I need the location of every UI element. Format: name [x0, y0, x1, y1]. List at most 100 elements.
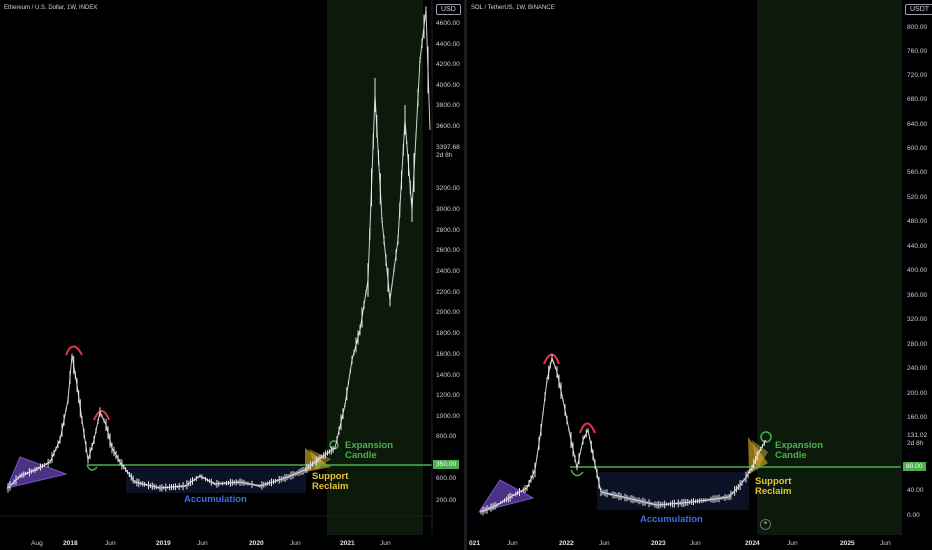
- y-tick-label: 1000.00: [436, 413, 460, 420]
- sol-expansion-text: Expansion: [775, 440, 824, 451]
- y-tick-label: 480.00: [907, 218, 928, 225]
- x-tick-label: Jun: [380, 540, 391, 547]
- sol-support-text: Support: [755, 476, 792, 487]
- sol-countdown: 2d 8h: [907, 440, 924, 447]
- y-tick-label: 520.00: [907, 194, 928, 201]
- y-tick-label: 640.00: [907, 121, 928, 128]
- y-tick-label: 1600.00: [436, 351, 460, 358]
- panel-divider[interactable]: [464, 0, 467, 550]
- eth-support-text: Support: [312, 471, 349, 482]
- x-tick-label: Jun: [105, 540, 116, 547]
- bottom-curl: [86, 464, 98, 471]
- sol-current-price-value: 131.02: [907, 432, 928, 439]
- x-tick-label: 2018: [63, 540, 78, 547]
- y-tick-label: 160.00: [907, 414, 928, 421]
- x-tick-label: 2025: [840, 540, 855, 547]
- top-arc-2: [579, 422, 596, 434]
- y-tick-label: 280.00: [907, 341, 928, 348]
- y-tick-label: 3800.00: [436, 102, 460, 109]
- y-tick-label: 1400.00: [436, 372, 460, 379]
- x-tick-label: 021: [469, 540, 481, 547]
- sol-chart-panel[interactable]: SOL / TetherUS, 1W, BINANCE USDT 800.00 7…: [467, 0, 932, 550]
- y-tick-label: 3200.00: [436, 185, 460, 192]
- eth-expansion-text: Expansion: [345, 440, 394, 451]
- y-tick-label: 760.00: [907, 48, 928, 55]
- y-tick-label: 1200.00: [436, 392, 460, 399]
- x-tick-label: Jun: [197, 540, 208, 547]
- y-tick-label: 3000.00: [436, 206, 460, 213]
- y-tick-label: 800.00: [907, 24, 928, 31]
- x-tick-label: Aug: [31, 540, 43, 547]
- y-tick-label: 2200.00: [436, 289, 460, 296]
- sol-current-price: 131.02 2d 8h: [907, 432, 927, 448]
- y-tick-label: 2400.00: [436, 268, 460, 275]
- sol-currency-tag[interactable]: USDT: [905, 4, 932, 15]
- y-tick-label: 560.00: [907, 169, 928, 176]
- sol-expansion-label: Expansion Candle: [775, 441, 823, 461]
- y-tick-label: 200.00: [436, 497, 457, 504]
- y-tick-label: 240.00: [907, 365, 928, 372]
- bottom-curl: [570, 469, 584, 477]
- x-tick-label: Jun: [880, 540, 891, 547]
- y-tick-label: 680.00: [907, 96, 928, 103]
- sol-candle-text: Candle: [775, 450, 807, 461]
- sol-support-label: Support Reclaim: [755, 477, 791, 497]
- x-tick-label: 2019: [156, 540, 171, 547]
- sol-accumulation-label: Accumulation: [640, 514, 703, 525]
- sol-chart-canvas[interactable]: [467, 0, 932, 550]
- x-tick-label: Jun: [599, 540, 610, 547]
- x-tick-label: 2022: [559, 540, 574, 547]
- eth-symbol-title[interactable]: Ethereum / U.S. Dollar, 1W, INDEX: [4, 5, 98, 11]
- y-tick-label: 720.00: [907, 72, 928, 79]
- eth-support-label: Support Reclaim: [312, 472, 348, 492]
- eth-reclaim-text: Reclaim: [312, 481, 349, 492]
- eth-accumulation-label: Accumulation: [184, 494, 247, 505]
- y-tick-label: 600.00: [907, 145, 928, 152]
- x-tick-label: Jun: [507, 540, 518, 547]
- x-tick-label: 2021: [340, 540, 355, 547]
- sol-reclaim-text: Reclaim: [755, 486, 792, 497]
- y-tick-label: 4200.00: [436, 61, 460, 68]
- y-tick-label: 360.00: [907, 292, 928, 299]
- y-tick-label: 320.00: [907, 316, 928, 323]
- top-arc-2: [93, 410, 110, 421]
- y-tick-label: 400.00: [907, 267, 928, 274]
- eth-expansion-label: Expansion Candle: [345, 441, 393, 461]
- tradingview-logo-icon[interactable]: ✦: [760, 519, 771, 530]
- y-tick-label: 4000.00: [436, 82, 460, 89]
- eth-current-price-value: 3397.68: [436, 144, 460, 151]
- y-tick-label: 2800.00: [436, 227, 460, 234]
- y-tick-label: 0.00: [907, 512, 920, 519]
- y-tick-label: 40.00: [907, 487, 924, 494]
- eth-currency-tag[interactable]: USD: [436, 4, 461, 15]
- y-tick-label: 3600.00: [436, 123, 460, 130]
- y-tick-label: 4600.00: [436, 20, 460, 27]
- sol-level-price-tag: 80.00: [903, 462, 926, 471]
- expansion-zone: [757, 0, 901, 535]
- y-tick-label: 200.00: [907, 390, 928, 397]
- sol-symbol-title[interactable]: SOL / TetherUS, 1W, BINANCE: [471, 5, 555, 11]
- eth-candle-text: Candle: [345, 450, 377, 461]
- eth-chart-canvas[interactable]: [0, 0, 464, 550]
- y-tick-label: 2600.00: [436, 247, 460, 254]
- eth-candle-wicks: [7, 6, 429, 493]
- eth-level-price-tag: 350.00: [433, 460, 460, 469]
- x-tick-label: 2020: [249, 540, 264, 547]
- x-tick-label: 2024: [745, 540, 760, 547]
- y-tick-label: 600.00: [436, 475, 457, 482]
- top-arc-1: [65, 345, 83, 356]
- x-tick-label: Jun: [787, 540, 798, 547]
- x-tick-label: Jun: [690, 540, 701, 547]
- y-tick-label: 1800.00: [436, 330, 460, 337]
- x-tick-label: Jun: [290, 540, 301, 547]
- y-tick-label: 800.00: [436, 433, 457, 440]
- eth-chart-panel[interactable]: Ethereum / U.S. Dollar, 1W, INDEX USD 46…: [0, 0, 464, 550]
- expansion-circle: [760, 431, 772, 443]
- sol-candle-wicks: [480, 354, 765, 516]
- eth-countdown: 2d 8h: [436, 152, 453, 159]
- y-tick-label: 440.00: [907, 243, 928, 250]
- y-tick-label: 4400.00: [436, 41, 460, 48]
- eth-current-price: 3397.68 2d 8h: [436, 144, 460, 160]
- accumulation-box: [597, 472, 749, 510]
- y-tick-label: 2000.00: [436, 309, 460, 316]
